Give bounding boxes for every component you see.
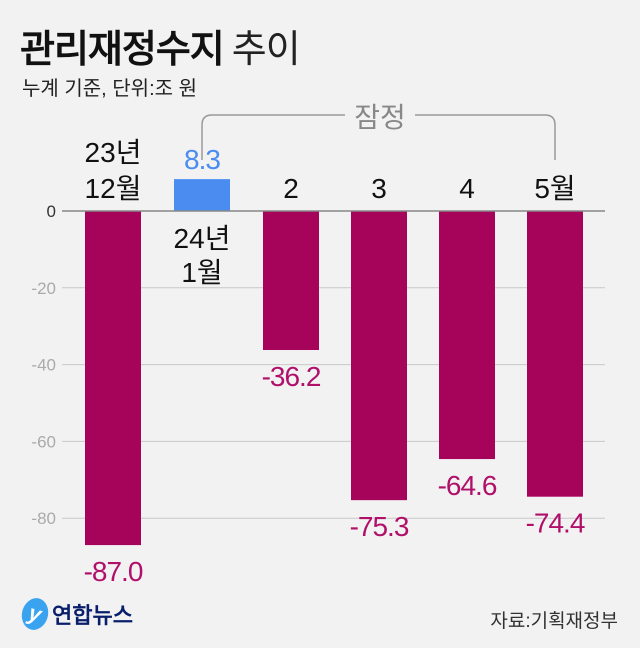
yonhap-logo-icon: y bbox=[18, 595, 52, 633]
title-light: 추이 bbox=[231, 29, 301, 71]
bar bbox=[439, 211, 495, 460]
logo-text: 연합뉴스 bbox=[52, 603, 133, 628]
chart-subtitle: 누계 기준, 단위:조 원 bbox=[22, 78, 197, 100]
provisional-label: 잠정 bbox=[354, 102, 406, 133]
title-bold: 관리재정수지 bbox=[20, 29, 225, 71]
category-label: 4 bbox=[459, 173, 475, 204]
category-label: 23년 bbox=[85, 137, 142, 168]
chart-title: 관리재정수지 추이 bbox=[20, 18, 301, 73]
category-label: 1월 bbox=[181, 257, 222, 288]
bar bbox=[85, 211, 141, 546]
category-label: 24년 bbox=[174, 223, 231, 254]
source-note: 자료:기획재정부 bbox=[490, 611, 618, 632]
bar bbox=[174, 179, 230, 211]
y-tick-label: -20 bbox=[31, 279, 56, 298]
value-label: -74.4 bbox=[526, 508, 585, 539]
category-label: 12월 bbox=[85, 173, 142, 204]
y-tick-label: 0 bbox=[47, 202, 56, 221]
value-label: -64.6 bbox=[438, 470, 497, 501]
bar bbox=[263, 211, 319, 351]
y-tick-label: -40 bbox=[31, 356, 56, 375]
category-label: 3 bbox=[371, 173, 387, 204]
value-label: -87.0 bbox=[84, 556, 143, 587]
y-tick-label: -80 bbox=[31, 509, 56, 528]
provisional-bracket bbox=[201, 114, 556, 160]
value-label: -36.2 bbox=[262, 361, 321, 392]
value-label: -75.3 bbox=[350, 511, 409, 542]
category-label: 5월 bbox=[534, 173, 575, 204]
yonhap-logo: y 연합뉴스 bbox=[18, 595, 133, 633]
bar bbox=[527, 211, 583, 497]
y-tick-label: -60 bbox=[31, 432, 56, 451]
category-label: 2 bbox=[283, 173, 299, 204]
bar bbox=[351, 211, 407, 501]
